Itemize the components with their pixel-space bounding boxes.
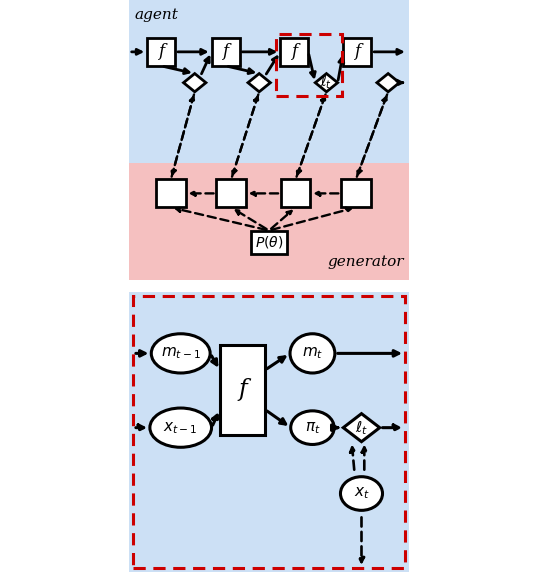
- Text: $m_t$: $m_t$: [302, 345, 323, 362]
- Ellipse shape: [150, 408, 211, 447]
- Text: $\ell_t$: $\ell_t$: [355, 419, 368, 436]
- Bar: [343, 38, 371, 66]
- Bar: [211, 38, 239, 66]
- Ellipse shape: [291, 411, 334, 444]
- Text: f: f: [354, 43, 360, 61]
- Polygon shape: [248, 74, 271, 92]
- Polygon shape: [183, 74, 206, 92]
- Bar: [129, 0, 409, 162]
- Bar: [276, 34, 342, 96]
- Text: agent: agent: [134, 9, 178, 22]
- Text: f: f: [238, 378, 247, 402]
- Bar: [129, 162, 409, 280]
- Bar: [251, 231, 287, 255]
- Bar: [147, 38, 175, 66]
- Text: generator: generator: [327, 255, 404, 269]
- Ellipse shape: [341, 476, 383, 510]
- Text: f: f: [291, 43, 298, 61]
- Bar: [280, 38, 308, 66]
- Polygon shape: [377, 74, 399, 92]
- Polygon shape: [315, 74, 338, 92]
- Text: $\ell_t$: $\ell_t$: [321, 74, 332, 92]
- Bar: [156, 180, 186, 208]
- Text: $P(\theta)$: $P(\theta)$: [255, 235, 283, 251]
- Polygon shape: [343, 414, 380, 442]
- Bar: [220, 345, 265, 435]
- Text: $x_{t-1}$: $x_{t-1}$: [164, 420, 198, 435]
- Text: $\pi_t$: $\pi_t$: [305, 420, 320, 435]
- Text: $m_{t-1}$: $m_{t-1}$: [161, 345, 201, 362]
- Text: f: f: [158, 43, 164, 61]
- Text: f: f: [223, 43, 229, 61]
- Ellipse shape: [151, 334, 210, 373]
- Text: $x_t$: $x_t$: [353, 486, 370, 502]
- Bar: [216, 180, 246, 208]
- Bar: [341, 180, 371, 208]
- Bar: [281, 180, 310, 208]
- Ellipse shape: [290, 334, 335, 373]
